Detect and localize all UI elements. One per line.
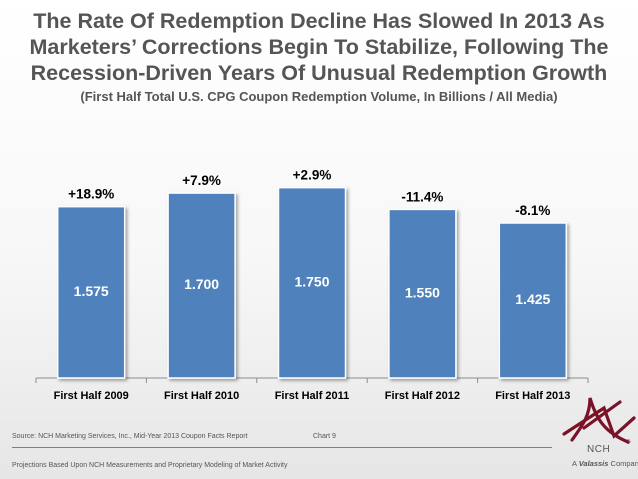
change-label: +2.9% xyxy=(293,168,332,183)
chart-title-line-3: Recession-Driven Years Of Unusual Redemp… xyxy=(30,61,608,85)
footer-divider xyxy=(12,447,552,448)
logo-wordmark: NCH xyxy=(587,444,611,455)
source-note: Source: NCH Marketing Services, Inc., Mi… xyxy=(12,433,248,440)
chart-title-line-1: The Rate Of Redemption Decline Has Slowe… xyxy=(33,9,605,33)
change-label: +7.9% xyxy=(182,173,221,188)
chart-subtitle: (First Half Total U.S. CPG Coupon Redemp… xyxy=(80,89,558,104)
bar xyxy=(388,208,457,379)
bar xyxy=(167,192,236,379)
bar xyxy=(277,186,347,379)
change-label: +18.9% xyxy=(68,187,114,202)
x-tick-label: First Half 2009 xyxy=(54,390,129,402)
logo-tagline-brand: Valassis xyxy=(578,459,609,468)
nch-logo-icon xyxy=(562,397,636,444)
logo-tagline-prefix: A xyxy=(572,459,577,468)
chart-title-line-2: Marketers’ Corrections Begin To Stabiliz… xyxy=(29,35,609,59)
x-tick-label: First Half 2012 xyxy=(385,390,460,402)
bar xyxy=(498,222,568,379)
change-label: -11.4% xyxy=(401,189,443,204)
change-label: -8.1% xyxy=(515,203,550,218)
bar-value-label: 1.575 xyxy=(74,283,109,299)
bar xyxy=(56,205,126,379)
logo-tagline: A Valassis Company xyxy=(572,459,638,468)
bar-value-label: 1.750 xyxy=(294,274,329,290)
x-tick-label: First Half 2013 xyxy=(495,390,570,402)
logo-registered-mark: ® xyxy=(626,440,631,446)
bar-value-label: 1.425 xyxy=(515,291,550,307)
bar-value-label: 1.550 xyxy=(405,284,440,300)
bar-value-label: 1.700 xyxy=(184,276,219,292)
logo-tagline-suffix: Company xyxy=(610,459,638,468)
chart-title: The Rate Of Redemption Decline Has Slowe… xyxy=(0,8,638,86)
x-tick-label: First Half 2011 xyxy=(275,390,350,402)
projections-note: Projections Based Upon NCH Measurements … xyxy=(12,462,288,469)
x-tick-label: First Half 2010 xyxy=(164,390,239,402)
bar-chart: 1.575 +18.9% First Half 2009 1.700 +7.9% Firs… xyxy=(35,168,589,402)
chart-number: Chart 9 xyxy=(313,433,336,440)
